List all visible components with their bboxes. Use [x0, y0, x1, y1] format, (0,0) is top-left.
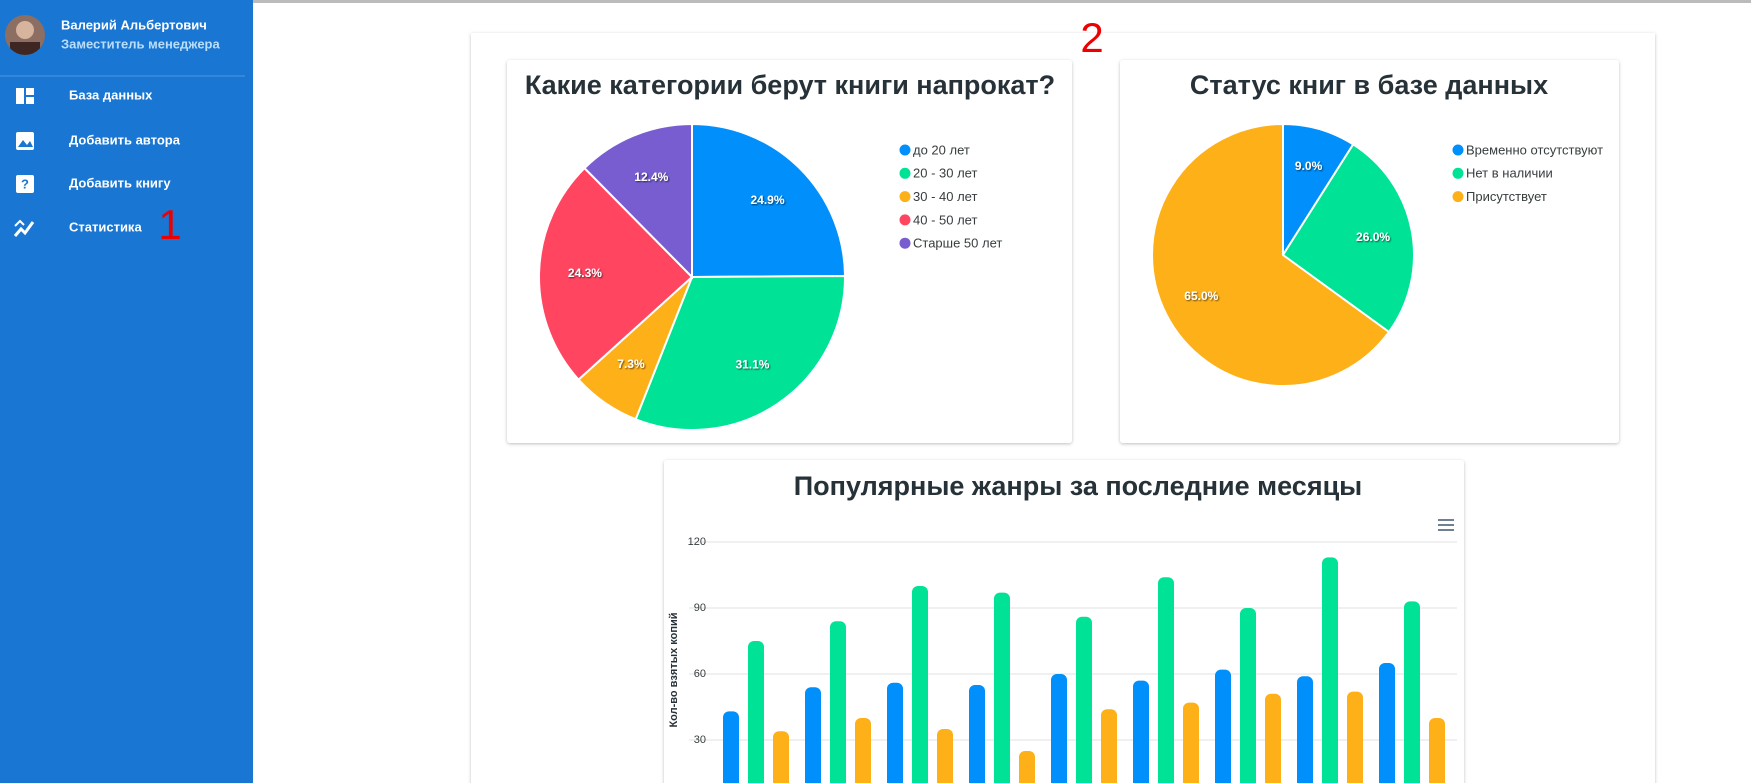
user-name: Валерий Альбертович	[61, 17, 207, 32]
legend-label: Присутствует	[1466, 189, 1547, 204]
chart-title: Статус книг в базе данных	[1190, 70, 1548, 100]
data-label: 24.3%	[568, 266, 602, 280]
nav-item[interactable]: Статистика	[13, 219, 142, 237]
data-label: 12.4%	[634, 170, 668, 184]
bar	[830, 621, 846, 783]
legend-marker	[1452, 144, 1464, 156]
legend-marker	[899, 167, 911, 179]
chart-title: Какие категории берут книги напрокат?	[525, 70, 1055, 100]
legend-marker	[899, 214, 911, 226]
pie-slice	[538, 166, 694, 382]
data-label: 7.3%	[617, 357, 645, 371]
legend-marker	[1452, 167, 1464, 179]
bar	[1183, 702, 1199, 783]
y-tick-label: 120	[688, 536, 706, 548]
bar	[1076, 616, 1092, 783]
legend-label: 30 - 40 лет	[913, 189, 977, 204]
data-label: 65.0%	[1184, 289, 1218, 303]
chart-card	[664, 460, 1464, 783]
y-tick-label: 90	[694, 602, 706, 614]
bar	[1347, 691, 1363, 783]
bar	[1265, 693, 1281, 783]
nav-label[interactable]: Добавить автора	[69, 132, 181, 147]
bar	[887, 682, 903, 783]
bar	[1379, 663, 1395, 783]
legend-marker	[1452, 191, 1464, 203]
bar	[1322, 557, 1338, 783]
data-label: 24.9%	[750, 193, 784, 207]
pie-slice	[1151, 122, 1391, 387]
chart-title: Популярные жанры за последние месяцы	[794, 471, 1362, 501]
user-role: Заместитель менеджера	[61, 36, 220, 51]
bar	[805, 687, 821, 783]
bar	[1133, 680, 1149, 783]
legend-label: 20 - 30 лет	[913, 166, 977, 181]
y-tick-label: 30	[694, 734, 706, 746]
bar	[1101, 709, 1117, 783]
avatar	[5, 15, 45, 55]
nav-item[interactable]: Добавить автора	[16, 132, 181, 150]
data-label: 31.1%	[735, 358, 769, 372]
legend-label: Нет в наличии	[1466, 166, 1553, 181]
pie-slice	[583, 122, 693, 280]
nav-item[interactable]: ? Добавить книгу	[16, 175, 171, 193]
bar	[1297, 676, 1313, 783]
bar	[723, 711, 739, 783]
bar	[1158, 577, 1174, 783]
bar	[1404, 601, 1420, 783]
legend-label: Временно отсутствуют	[1466, 142, 1603, 157]
pie-slice	[634, 275, 846, 431]
bar	[969, 685, 985, 783]
legend-marker	[899, 237, 911, 249]
bar	[855, 718, 871, 783]
bar	[1429, 718, 1445, 783]
legend-marker	[899, 191, 911, 203]
bar	[773, 731, 789, 783]
bar	[912, 586, 928, 783]
bar	[748, 641, 764, 783]
pie-slice	[1281, 143, 1415, 334]
legend-label: Старше 50 лет	[913, 236, 1002, 251]
pie-slice	[691, 122, 847, 279]
bar	[1051, 674, 1067, 783]
chart-menu[interactable]	[1438, 519, 1454, 531]
y-tick-label: 60	[694, 668, 706, 680]
y-axis-label: Кол-во взятых копий	[668, 612, 680, 727]
nav-label[interactable]: Добавить книгу	[69, 175, 171, 190]
nav-label[interactable]: База данных	[69, 87, 153, 102]
sidebar	[0, 0, 253, 783]
legend-marker	[899, 144, 911, 156]
nav-label[interactable]: Статистика	[69, 219, 142, 234]
bar	[937, 729, 953, 783]
legend-label: до 20 лет	[913, 142, 970, 157]
annotation: 2	[1080, 14, 1103, 61]
data-label: 9.0%	[1295, 159, 1323, 173]
bar	[1215, 669, 1231, 783]
nav-item[interactable]: База данных	[16, 87, 153, 104]
data-label: 26.0%	[1356, 230, 1390, 244]
svg-text:?: ?	[21, 176, 29, 191]
bar	[1240, 608, 1256, 783]
top-bar-shadow	[253, 0, 1751, 3]
bar	[1019, 751, 1035, 783]
legend-label: 40 - 50 лет	[913, 212, 977, 227]
annotation: 1	[158, 201, 181, 248]
bar	[994, 592, 1010, 783]
